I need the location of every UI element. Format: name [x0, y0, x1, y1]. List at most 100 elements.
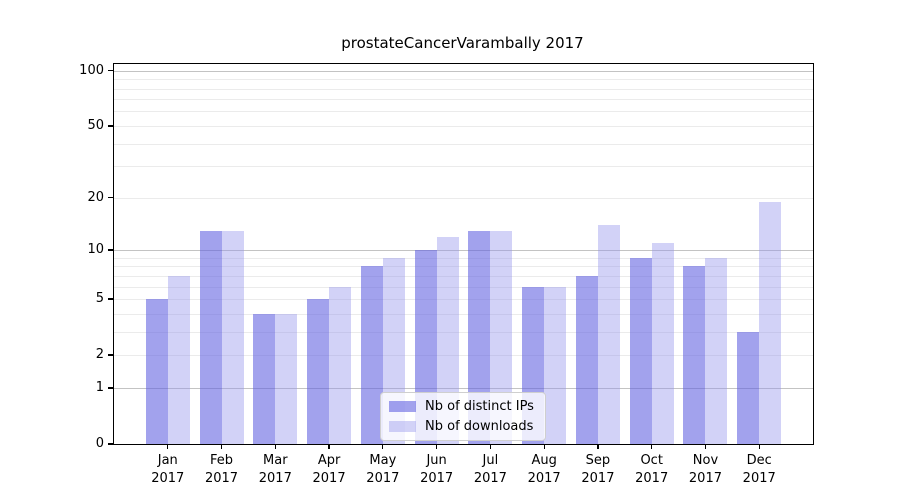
month-label-aug: Aug 2017 — [517, 452, 571, 487]
bar-ips-apr — [307, 299, 330, 444]
month-name: Aug — [531, 453, 557, 468]
y-tick-label-1: 1 — [95, 379, 104, 395]
gridline-minor-6 — [114, 286, 813, 288]
month-name: Sep — [585, 453, 611, 468]
month-label-jan: Jan 2017 — [141, 452, 195, 487]
x-tick-apr — [328, 444, 330, 449]
bar-downloads-feb — [221, 230, 244, 444]
y-tick-label-0: 0 — [95, 436, 104, 451]
month-year: 2017 — [204, 470, 239, 486]
y-tick-label-100: 100 — [79, 62, 104, 78]
gridline-minor-60 — [114, 111, 813, 113]
month-name: May — [369, 453, 397, 468]
month-year: 2017 — [312, 470, 346, 486]
month-year: 2017 — [151, 470, 185, 486]
y-tick-10 — [107, 249, 113, 251]
legend-item-downloads: Nb of downloads — [389, 419, 534, 434]
bar-ips-oct — [629, 257, 652, 444]
month-name: Dec — [746, 453, 772, 468]
month-year: 2017 — [473, 470, 507, 486]
x-tick-oct — [651, 444, 653, 449]
plot-area: Nb of distinct IPs Nb of downloads 0 1 2 5 1… — [79, 63, 814, 486]
bar-downloads-nov — [705, 257, 728, 444]
gridline-minor-3 — [114, 331, 813, 333]
y-tick-label-5: 5 — [95, 291, 104, 307]
gridline-minor-5 — [114, 299, 813, 301]
gridline-minor-4 — [114, 313, 813, 315]
month-label-apr: Apr 2017 — [302, 452, 356, 487]
month-name: Jun — [426, 453, 447, 468]
legend-label-downloads: Nb of downloads — [425, 419, 534, 434]
month-year: 2017 — [742, 470, 776, 486]
month-name: Jul — [482, 453, 499, 468]
bar-downloads-oct — [651, 243, 674, 444]
legend-label-ips: Nb of distinct IPs — [425, 399, 534, 414]
month-label-oct: Oct 2017 — [625, 452, 679, 487]
x-tick-jan — [167, 444, 169, 449]
x-tick-dec — [758, 444, 760, 449]
bar-downloads-sep — [597, 224, 620, 444]
y-tick-100 — [107, 70, 113, 72]
month-label-may: May 2017 — [356, 452, 410, 487]
y-tick-20 — [107, 197, 113, 199]
gridline-minor-80 — [114, 88, 813, 90]
x-tick-aug — [543, 444, 545, 449]
bar-ips-sep — [575, 275, 598, 444]
month-label-jul: Jul 2017 — [463, 452, 517, 487]
month-name: Feb — [210, 453, 234, 468]
month-name: Mar — [263, 453, 288, 468]
gridline-minor-40 — [114, 143, 813, 145]
month-year: 2017 — [688, 470, 722, 486]
bar-ips-may — [360, 266, 383, 444]
bar-downloads-apr — [329, 286, 352, 444]
gridline-minor-20 — [114, 197, 813, 199]
bar-ips-feb — [199, 230, 222, 444]
bar-downloads-jan — [167, 275, 190, 444]
month-name: Apr — [317, 453, 341, 468]
y-tick-label-10: 10 — [87, 242, 104, 258]
x-tick-jun — [435, 444, 438, 449]
x-tick-sep — [597, 444, 599, 449]
legend-item-ips: Nb of distinct IPs — [389, 399, 534, 414]
x-tick-mar — [274, 444, 276, 449]
month-label-jun: Jun 2017 — [410, 452, 464, 487]
y-tick-5 — [107, 298, 113, 300]
gridline-major-10 — [114, 250, 813, 252]
bar-downloads-dec — [759, 201, 782, 444]
x-tick-jul — [489, 444, 492, 449]
legend-swatch-ips — [389, 401, 416, 412]
bar-ips-jan — [145, 299, 168, 444]
month-label-sep: Sep 2017 — [571, 452, 625, 487]
chart-title: prostateCancerVarambally 2017 — [341, 34, 584, 52]
bar-downloads-aug — [544, 286, 567, 444]
gridline-minor-7 — [114, 275, 813, 277]
month-year: 2017 — [581, 470, 615, 486]
bar-ips-mar — [253, 313, 276, 444]
y-tick-label-50: 50 — [87, 117, 104, 133]
gridline-minor-70 — [114, 99, 813, 101]
y-tick-1 — [107, 387, 113, 389]
month-name: Oct — [640, 453, 663, 468]
bar-ips-nov — [683, 266, 706, 444]
y-tick-2 — [107, 354, 113, 356]
y-tick-0 — [107, 443, 113, 445]
legend-swatch-downloads — [389, 421, 416, 432]
gridline-major-100 — [114, 70, 813, 72]
month-name: Nov — [692, 453, 719, 468]
x-tick-nov — [704, 444, 707, 449]
month-label-dec: Dec 2017 — [732, 452, 786, 487]
month-label-nov: Nov 2017 — [678, 452, 732, 487]
month-label-feb: Feb 2017 — [195, 452, 249, 487]
bar-downloads-jul — [490, 230, 513, 444]
month-year: 2017 — [258, 470, 292, 486]
month-year: 2017 — [635, 470, 669, 486]
gridline-major-1 — [114, 387, 813, 389]
x-tick-may — [382, 444, 384, 449]
month-year: 2017 — [527, 470, 561, 486]
gridline-minor-30 — [114, 166, 813, 168]
y-tick-label-20: 20 — [87, 189, 104, 205]
bar-downloads-mar — [275, 313, 298, 444]
legend: Nb of distinct IPs Nb of downloads — [380, 392, 546, 441]
y-tick-label-2: 2 — [95, 347, 104, 363]
